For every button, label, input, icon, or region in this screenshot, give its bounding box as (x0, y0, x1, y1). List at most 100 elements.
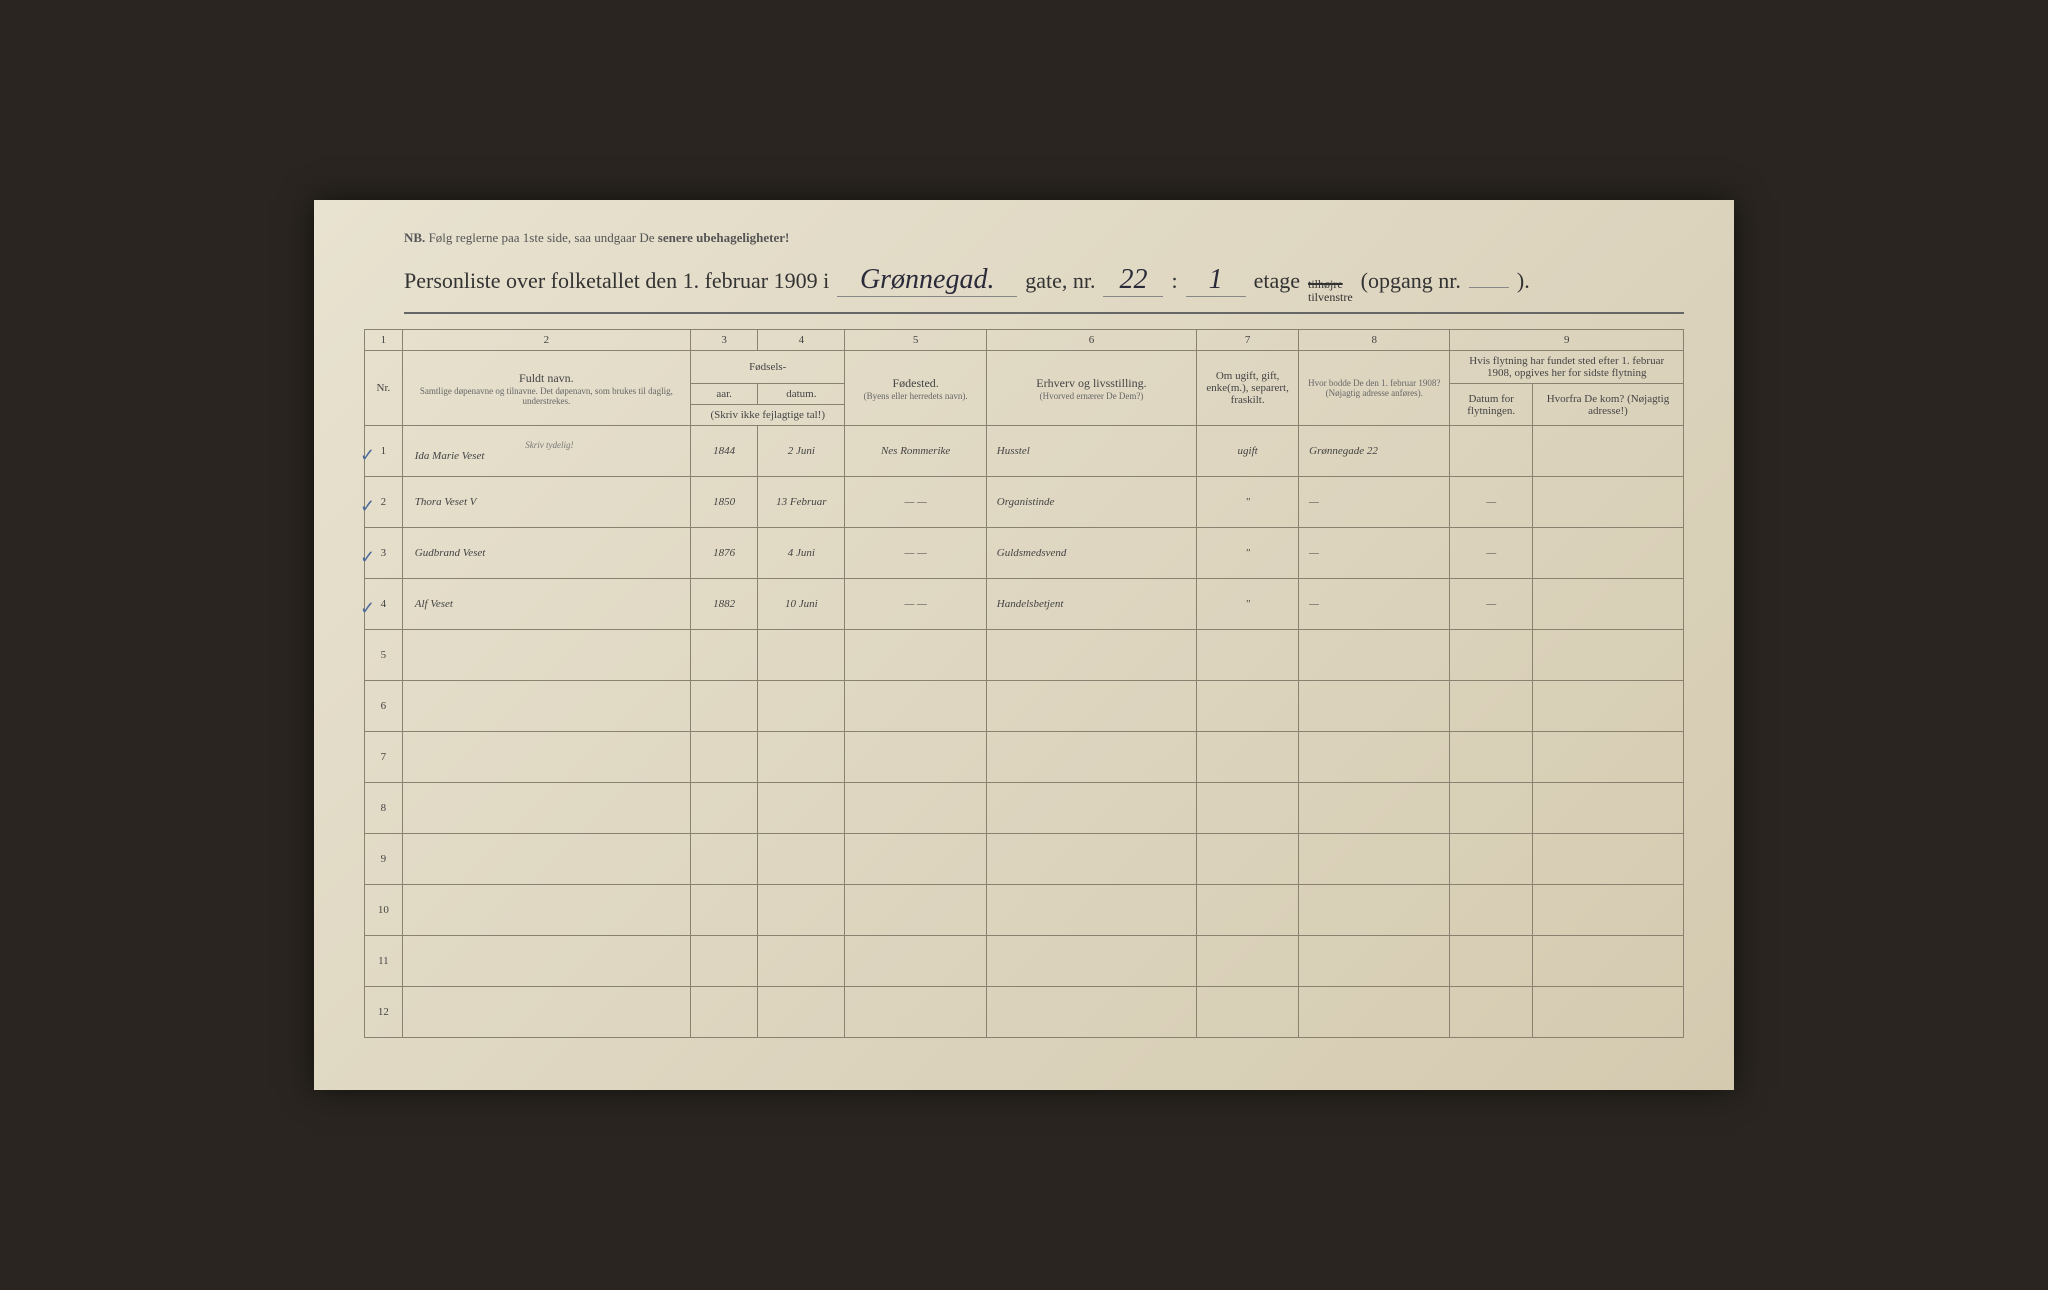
header-bodde: Hvor bodde De den 1. februar 1908? (Nøja… (1299, 351, 1450, 426)
cell-bodde (1299, 681, 1450, 732)
row-nr: 7 (365, 732, 403, 783)
col-num-8: 8 (1299, 330, 1450, 351)
check-mark-icon: ✓ (360, 547, 375, 568)
cell-aar: 1850 (690, 477, 757, 528)
header-nr: Nr. (365, 351, 403, 426)
cell-datum: 13 Februar (758, 477, 845, 528)
row-nr: 6 (365, 681, 403, 732)
col-num-4: 4 (758, 330, 845, 351)
name-main: Fuldt navn. (409, 371, 684, 386)
cell-hvorfra (1532, 426, 1683, 477)
cell-datum (758, 732, 845, 783)
gate-label: gate, nr. (1025, 268, 1095, 294)
cell-name (402, 834, 690, 885)
cell-fodested: Nes Rommerike (845, 426, 986, 477)
cell-name (402, 732, 690, 783)
cell-fodested: — — (845, 579, 986, 630)
street-name: Grønnegad. (837, 264, 1017, 297)
cell-erhverv (986, 630, 1196, 681)
table-row: 10 (365, 885, 1684, 936)
opgang-val (1469, 287, 1509, 288)
cell-ugift (1197, 630, 1299, 681)
header-fodsels: Fødsels- (690, 351, 844, 384)
col-num-6: 6 (986, 330, 1196, 351)
cell-fodested (845, 987, 986, 1038)
fodested-main: Fødested. (851, 376, 979, 391)
cell-hvorfra (1532, 579, 1683, 630)
cell-datum (758, 630, 845, 681)
erhverv-main: Erhverv og livsstilling. (993, 376, 1190, 391)
cell-ugift (1197, 885, 1299, 936)
table-row: ✓3Gudbrand Veset18764 Juni— —Guldsmedsve… (365, 528, 1684, 579)
cell-name (402, 681, 690, 732)
fodested-sub: (Byens eller herredets navn). (851, 391, 979, 401)
row-nr: 5 (365, 630, 403, 681)
cell-datum: 10 Juni (758, 579, 845, 630)
cell-bodde (1299, 732, 1450, 783)
cell-erhverv (986, 783, 1196, 834)
row-nr: 10 (365, 885, 403, 936)
cell-aar (690, 885, 757, 936)
row-nr: 9 (365, 834, 403, 885)
cell-bodde: — (1299, 528, 1450, 579)
cell-fodested (845, 732, 986, 783)
cell-bodde (1299, 834, 1450, 885)
cell-name (402, 630, 690, 681)
header-skriv-ikke: (Skriv ikke fejlagtige tal!) (690, 405, 844, 426)
header-erhverv: Erhverv og livsstilling. (Hvorved ernære… (986, 351, 1196, 426)
cell-aar: 1882 (690, 579, 757, 630)
closing: ). (1517, 268, 1530, 294)
cell-datum (758, 936, 845, 987)
table-row: 5 (365, 630, 1684, 681)
row-nr: 12 (365, 987, 403, 1038)
cell-hvorfra (1532, 732, 1683, 783)
header-aar: aar. (690, 384, 757, 405)
cell-bodde: — (1299, 477, 1450, 528)
nb-bold: senere ubehageligheter! (658, 230, 790, 245)
cell-erhverv (986, 987, 1196, 1038)
cell-fodested: — — (845, 528, 986, 579)
cell-hvorfra (1532, 885, 1683, 936)
table-body: ✓1Skriv tydelig!Ida Marie Veset18442 Jun… (365, 426, 1684, 1038)
cell-datum_flyt (1450, 732, 1533, 783)
table-row: 8 (365, 783, 1684, 834)
cell-aar: 1876 (690, 528, 757, 579)
cell-name (402, 936, 690, 987)
cell-datum_flyt (1450, 936, 1533, 987)
cell-fodested (845, 681, 986, 732)
table-row: 9 (365, 834, 1684, 885)
cell-ugift (1197, 834, 1299, 885)
cell-ugift: " (1197, 579, 1299, 630)
cell-hvorfra (1532, 528, 1683, 579)
cell-aar (690, 987, 757, 1038)
cell-bodde (1299, 885, 1450, 936)
cell-ugift (1197, 783, 1299, 834)
etage-nr: 1 (1186, 264, 1246, 297)
cell-erhverv (986, 834, 1196, 885)
erhverv-sub: (Hvorved ernærer De Dem?) (993, 391, 1190, 401)
cell-fodested (845, 936, 986, 987)
cell-bodde: Grønnegade 22 (1299, 426, 1450, 477)
cell-bodde (1299, 987, 1450, 1038)
header-ugift: Om ugift, gift, enke(m.), separert, fras… (1197, 351, 1299, 426)
table-row: 7 (365, 732, 1684, 783)
table-row: ✓1Skriv tydelig!Ida Marie Veset18442 Jun… (365, 426, 1684, 477)
header-name: Fuldt navn. Samtlige døpenavne og tilnav… (402, 351, 690, 426)
check-mark-icon: ✓ (360, 445, 375, 466)
cell-erhverv: Handelsbetjent (986, 579, 1196, 630)
cell-name: Skriv tydelig!Ida Marie Veset (402, 426, 690, 477)
cell-datum_flyt (1450, 681, 1533, 732)
table-header: 1 2 3 4 5 6 7 8 9 Nr. Fuldt navn. Samtli… (365, 330, 1684, 426)
check-mark-icon: ✓ (360, 598, 375, 619)
table-row: ✓4Alf Veset188210 Juni— —Handelsbetjent"… (365, 579, 1684, 630)
cell-erhverv (986, 885, 1196, 936)
cell-hvorfra (1532, 630, 1683, 681)
row-nr: ✓4 (365, 579, 403, 630)
cell-name: Thora Veset V (402, 477, 690, 528)
cell-bodde: — (1299, 579, 1450, 630)
cell-hvorfra (1532, 936, 1683, 987)
cell-datum (758, 783, 845, 834)
col-num-2: 2 (402, 330, 690, 351)
row-nr: ✓3 (365, 528, 403, 579)
cell-fodested (845, 783, 986, 834)
